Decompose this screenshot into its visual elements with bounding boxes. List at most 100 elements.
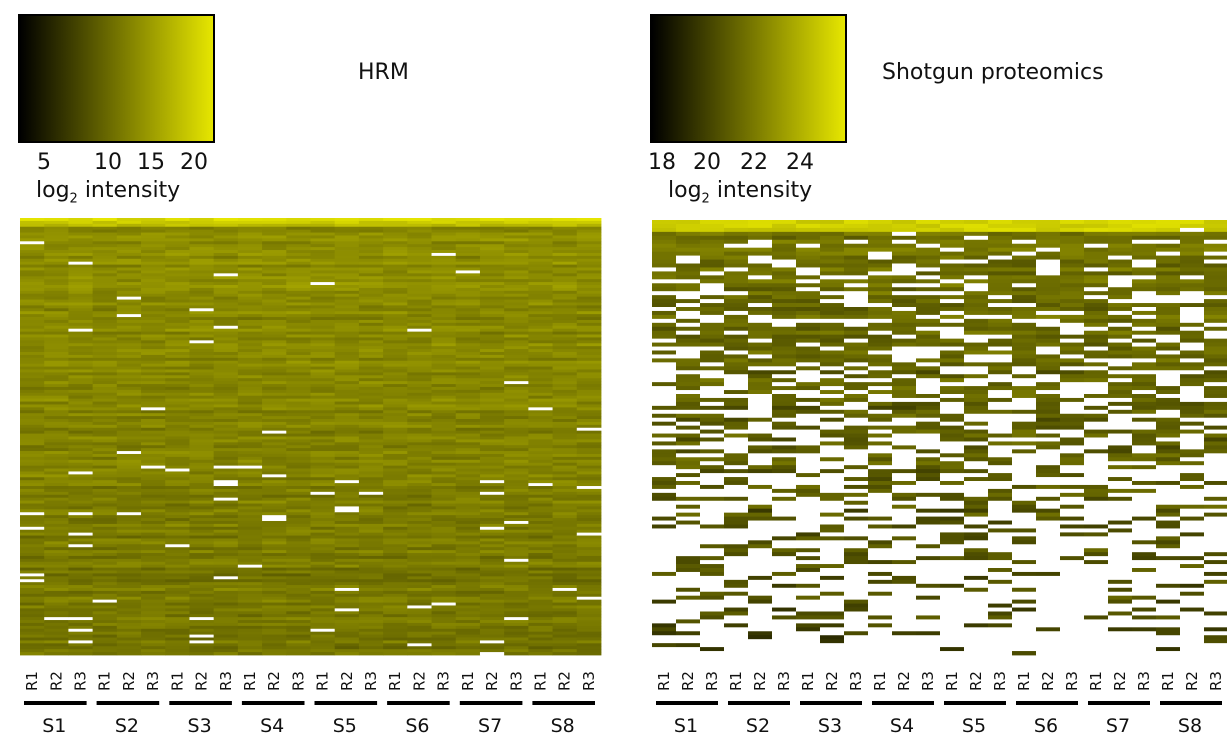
heatmap-cell	[383, 500, 408, 504]
heatmap-cell	[796, 405, 821, 411]
heatmap-cell	[189, 287, 215, 292]
heatmap-cell	[262, 287, 287, 292]
heatmap-cell	[576, 634, 602, 638]
heatmap-cell	[528, 488, 553, 493]
heatmap-cell	[141, 515, 166, 519]
heatmap-cell	[844, 619, 869, 624]
heatmap-cell	[892, 342, 917, 347]
heatmap-cell	[724, 484, 749, 490]
heatmap-cell	[358, 555, 384, 560]
heatmap-cell	[237, 410, 263, 414]
heatmap-cell	[189, 509, 215, 513]
heatmap-cell	[868, 382, 893, 387]
heatmap-cell	[479, 319, 505, 324]
heatmap-cell	[528, 456, 553, 461]
heatmap-cell	[868, 524, 893, 529]
heatmap-cell	[455, 520, 481, 525]
heatmap-cell	[796, 481, 821, 486]
heatmap-cell	[576, 643, 602, 647]
heatmap-cell	[772, 564, 797, 569]
heatmap-cell	[116, 413, 142, 417]
heatmap-cell	[334, 261, 360, 266]
heatmap-cell	[504, 494, 529, 499]
heatmap-cell	[92, 319, 118, 324]
heatmap-column	[237, 218, 263, 656]
heatmap-cell	[431, 325, 457, 330]
heatmap-cell	[262, 506, 287, 510]
heatmap-cell	[189, 590, 215, 595]
heatmap-cell	[479, 535, 505, 539]
heatmap-cell	[820, 473, 845, 478]
heatmap-cell	[334, 512, 360, 516]
heatmap-cell	[892, 591, 917, 597]
heatmap-cell	[189, 599, 215, 603]
heatmap-cell	[189, 480, 215, 484]
heatmap-cell	[916, 496, 941, 502]
heatmap-cell	[504, 535, 529, 539]
heatmap-cell	[868, 575, 893, 581]
heatmap-cell	[700, 417, 725, 423]
heatmap-cell	[92, 267, 118, 271]
heatmap-cell	[310, 322, 336, 327]
heatmap-cell	[576, 579, 602, 583]
heatmap-cell	[528, 439, 553, 443]
heatmap-cell	[652, 283, 677, 288]
heatmap-cell	[407, 407, 432, 411]
heatmap-cell	[165, 372, 190, 376]
heatmap-cell	[820, 421, 845, 427]
heatmap-cell	[916, 504, 941, 510]
heatmap-cell	[92, 375, 118, 379]
heatmap-cell	[431, 319, 457, 324]
heatmap-cell	[676, 338, 701, 343]
heatmap-cell	[820, 484, 845, 490]
heatmap-cell	[528, 646, 553, 650]
heatmap-cell	[676, 386, 701, 391]
heatmap-cell	[237, 229, 263, 233]
heatmap-cell	[68, 299, 94, 303]
heatmap-cell	[724, 382, 749, 387]
heatmap-cell	[44, 500, 69, 504]
heatmap-cell	[310, 523, 336, 528]
heatmap-cell	[407, 576, 432, 580]
heatmap-cell	[286, 314, 311, 318]
heatmap-cell	[820, 413, 845, 419]
heatmap-cell	[310, 389, 336, 394]
heatmap-cell	[334, 430, 360, 434]
heatmap-cell	[528, 299, 553, 303]
heatmap-cell	[92, 232, 118, 236]
heatmap-cell	[262, 413, 287, 417]
heatmap-cell	[165, 317, 190, 321]
heatmap-cell	[868, 259, 893, 264]
heatmap-cell	[700, 263, 725, 268]
heatmap-cell	[44, 354, 69, 359]
heatmap-cell	[262, 398, 287, 402]
heatmap-cell	[700, 457, 725, 462]
heatmap-cell	[455, 413, 481, 417]
heatmap-cell	[358, 553, 384, 557]
heatmap-cell	[116, 311, 142, 315]
heatmap-cell	[334, 652, 360, 656]
heatmap-cell	[552, 340, 578, 344]
heatmap-cell	[68, 389, 94, 394]
heatmap-cell	[528, 518, 553, 522]
heatmap-cell	[772, 295, 797, 300]
heatmap-cell	[676, 342, 701, 347]
heatmap-cell	[358, 252, 384, 257]
heatmap-cell	[237, 424, 263, 429]
heatmap-cell	[796, 492, 821, 498]
heatmap-cell	[576, 480, 602, 484]
heatmap-cell	[237, 544, 263, 548]
heatmap-cell	[262, 599, 287, 603]
heatmap-cell	[431, 468, 457, 472]
heatmap-cell	[383, 375, 408, 379]
heatmap-cell	[310, 381, 336, 385]
heatmap-cell	[772, 354, 797, 359]
heatmap-cell	[676, 291, 701, 296]
heatmap-cell	[407, 232, 432, 236]
heatmap-cell	[383, 314, 408, 318]
heatmap-cell	[916, 583, 941, 589]
heatmap-cell	[772, 607, 797, 612]
heatmap-cell	[20, 494, 45, 499]
heatmap-cell	[724, 469, 749, 474]
heatmap-cell	[189, 267, 215, 271]
